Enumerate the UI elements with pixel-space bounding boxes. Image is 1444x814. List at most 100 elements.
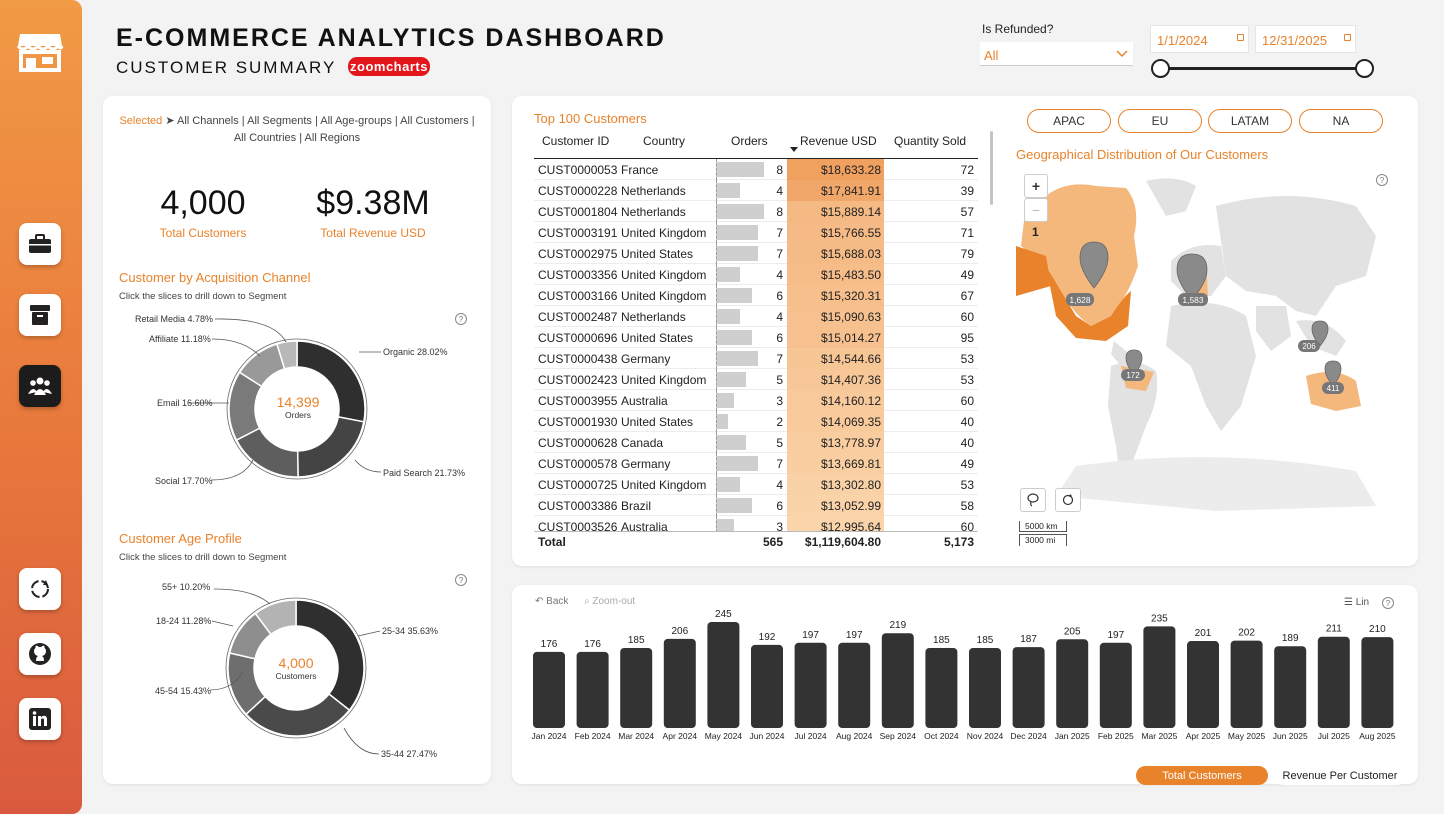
table-row[interactable]: CUST0003386 Brazil 6 $13,052.99 58 bbox=[534, 495, 978, 516]
revenue-heat-cell bbox=[787, 369, 884, 390]
nav-overview-button[interactable] bbox=[19, 223, 61, 265]
bar-0[interactable] bbox=[533, 651, 565, 728]
cell-revenue: $13,778.97 bbox=[820, 436, 881, 450]
acquisition-slice-1[interactable] bbox=[296, 416, 365, 478]
monthly-customers-bar-chart[interactable]: 176 Jan 2024 176 Feb 2024 185 Mar 2024 206 Apr … bbox=[512, 600, 1418, 750]
marker-eu[interactable]: 1,583 bbox=[1176, 253, 1208, 306]
date-slider-end-handle[interactable] bbox=[1355, 59, 1374, 78]
table-body: CUST0000053 France 8 $18,633.28 72 CUST000022… bbox=[534, 159, 978, 531]
column-header-quantity[interactable]: Quantity Sold bbox=[894, 134, 967, 148]
age-slice-4[interactable] bbox=[254, 599, 297, 636]
table-row[interactable]: CUST0000228 Netherlands 4 $17,841.91 39 bbox=[534, 180, 978, 201]
age-center-label: Customers bbox=[275, 671, 317, 681]
tab-total-customers[interactable]: Total Customers bbox=[1136, 766, 1268, 785]
table-row[interactable]: CUST0003356 United Kingdom 4 $15,483.50 49 bbox=[534, 264, 978, 285]
table-row[interactable]: CUST0000578 Germany 7 $13,669.81 49 bbox=[534, 453, 978, 474]
table-row[interactable]: CUST0000053 France 8 $18,633.28 72 bbox=[534, 159, 978, 180]
bar-5[interactable] bbox=[751, 644, 783, 728]
start-date-input[interactable]: 1/1/2024 bbox=[1150, 25, 1249, 53]
bar-17[interactable] bbox=[1274, 646, 1307, 728]
bar-11[interactable] bbox=[1012, 647, 1045, 728]
help-icon[interactable]: ? bbox=[1376, 174, 1388, 186]
tab-revenue-per-customer[interactable]: Revenue Per Customer bbox=[1274, 766, 1406, 785]
bar-18[interactable] bbox=[1317, 636, 1350, 728]
orders-axis bbox=[716, 495, 717, 516]
cell-orders: 4 bbox=[776, 310, 783, 324]
cell-orders: 7 bbox=[776, 457, 783, 471]
table-row[interactable]: CUST0003955 Australia 3 $14,160.12 60 bbox=[534, 390, 978, 411]
table-scrollbar[interactable] bbox=[990, 131, 993, 205]
revenue-heat-cell bbox=[787, 432, 884, 453]
back-button[interactable]: ↶ Back bbox=[535, 596, 568, 607]
region-button-eu[interactable]: EU bbox=[1118, 109, 1202, 133]
nav-products-button[interactable] bbox=[19, 294, 61, 336]
column-header-orders[interactable]: Orders bbox=[731, 134, 768, 148]
marker-latam[interactable]: 172 bbox=[1121, 349, 1145, 381]
orders-axis bbox=[716, 306, 717, 327]
table-row[interactable]: CUST0002487 Netherlands 4 $15,090.63 60 bbox=[534, 306, 978, 327]
region-button-apac[interactable]: APAC bbox=[1027, 109, 1111, 133]
refunded-dropdown[interactable]: All bbox=[980, 42, 1133, 66]
scale-toggle-button[interactable]: ☰ Lin bbox=[1344, 597, 1369, 608]
zoom-out-button[interactable]: − bbox=[1024, 198, 1048, 222]
age-slice-0[interactable] bbox=[295, 599, 365, 712]
marker-na[interactable]: 1,628 bbox=[1066, 241, 1109, 306]
nav-customers-button[interactable] bbox=[19, 365, 61, 407]
bar-16[interactable] bbox=[1230, 640, 1263, 728]
help-icon[interactable]: ? bbox=[455, 574, 467, 586]
table-row[interactable]: CUST0000438 Germany 7 $14,544.66 53 bbox=[534, 348, 978, 369]
bar-14[interactable] bbox=[1143, 626, 1176, 728]
column-header-country[interactable]: Country bbox=[643, 134, 686, 148]
marker-oceania[interactable]: 411 bbox=[1322, 360, 1344, 394]
bar-9[interactable] bbox=[925, 647, 958, 728]
slice-label-18-24: 18-24 11.28% bbox=[156, 616, 212, 626]
bar-8[interactable] bbox=[881, 633, 914, 728]
bar-4[interactable] bbox=[707, 622, 740, 728]
table-row[interactable]: CUST0003166 United Kingdom 6 $15,320.31 67 bbox=[534, 285, 978, 306]
bar-6[interactable] bbox=[794, 642, 827, 728]
table-row[interactable]: CUST0001804 Netherlands 8 $15,889.14 57 bbox=[534, 201, 978, 222]
bar-13[interactable] bbox=[1099, 642, 1132, 728]
table-row[interactable]: CUST0003191 United Kingdom 7 $15,766.55 71 bbox=[534, 222, 978, 243]
refresh-button[interactable] bbox=[19, 568, 61, 610]
bar-12[interactable] bbox=[1056, 639, 1089, 728]
bar-3[interactable] bbox=[663, 638, 696, 728]
reset-map-button[interactable] bbox=[1055, 488, 1081, 512]
end-date-input[interactable]: 12/31/2025 bbox=[1255, 25, 1356, 53]
github-button[interactable] bbox=[19, 633, 61, 675]
bar-15[interactable] bbox=[1187, 641, 1219, 728]
help-icon[interactable]: ? bbox=[455, 313, 467, 325]
bar-10[interactable] bbox=[969, 647, 1001, 728]
column-header-revenue[interactable]: Revenue USD bbox=[800, 134, 877, 148]
zoom-in-button[interactable]: + bbox=[1024, 174, 1048, 198]
cell-orders: 7 bbox=[776, 226, 783, 240]
table-row[interactable]: CUST0003526 Australia 3 $12,995.64 60 bbox=[534, 516, 978, 531]
region-button-na[interactable]: NA bbox=[1299, 109, 1383, 133]
cell-orders: 6 bbox=[776, 331, 783, 345]
cell-quantity: 60 bbox=[960, 310, 974, 324]
bar-value-label: 192 bbox=[759, 632, 776, 643]
table-row[interactable]: CUST0000628 Canada 5 $13,778.97 40 bbox=[534, 432, 978, 453]
bar-2[interactable] bbox=[620, 647, 653, 728]
world-map[interactable]: 1,628 1,583 206 172 411 bbox=[1016, 166, 1383, 550]
lasso-button[interactable] bbox=[1020, 488, 1046, 512]
table-row[interactable]: CUST0002975 United States 7 $15,688.03 79 bbox=[534, 243, 978, 264]
acquisition-donut-chart[interactable] bbox=[103, 96, 491, 784]
revenue-heat-cell bbox=[787, 390, 884, 411]
region-button-latam[interactable]: LATAM bbox=[1208, 109, 1292, 133]
cell-customer-id: CUST0003166 bbox=[538, 289, 618, 303]
column-header-customer-id[interactable]: Customer ID bbox=[542, 134, 610, 148]
bar-19[interactable] bbox=[1361, 637, 1394, 728]
acquisition-slice-5[interactable] bbox=[275, 340, 298, 370]
bar-7[interactable] bbox=[838, 642, 871, 728]
zoom-out-chart-button[interactable]: ⌕ Zoom-out bbox=[584, 596, 635, 607]
bar-1[interactable] bbox=[576, 651, 609, 728]
table-row[interactable]: CUST0000725 United Kingdom 4 $13,302.80 53 bbox=[534, 474, 978, 495]
table-row[interactable]: CUST0001930 United States 2 $14,069.35 40 bbox=[534, 411, 978, 432]
marker-apac[interactable]: 206 bbox=[1298, 320, 1329, 352]
date-slider-start-handle[interactable] bbox=[1151, 59, 1170, 78]
help-icon[interactable]: ? bbox=[1382, 597, 1394, 609]
linkedin-button[interactable] bbox=[19, 698, 61, 740]
table-row[interactable]: CUST0002423 United Kingdom 5 $14,407.36 53 bbox=[534, 369, 978, 390]
table-row[interactable]: CUST0000696 United States 6 $15,014.27 95 bbox=[534, 327, 978, 348]
